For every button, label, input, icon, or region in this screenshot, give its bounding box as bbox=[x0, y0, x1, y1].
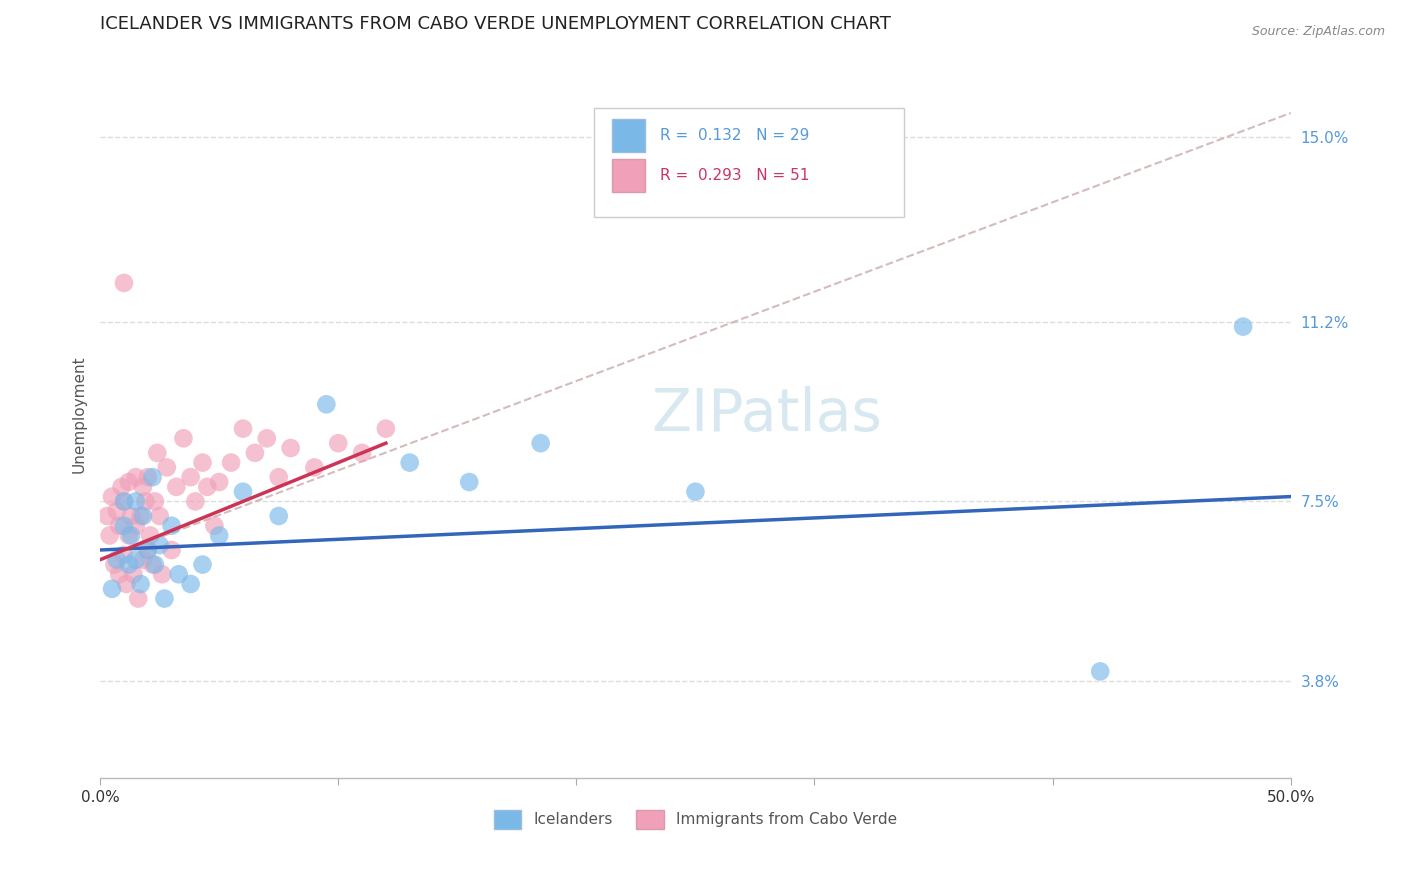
Point bbox=[219, 456, 242, 470]
Point bbox=[118, 475, 141, 489]
Point bbox=[208, 528, 231, 542]
Point bbox=[195, 480, 218, 494]
Text: Source: ZipAtlas.com: Source: ZipAtlas.com bbox=[1251, 25, 1385, 38]
Point bbox=[105, 504, 128, 518]
Point bbox=[146, 446, 169, 460]
Point bbox=[112, 548, 135, 562]
Point bbox=[304, 460, 326, 475]
Point bbox=[315, 397, 337, 411]
Point bbox=[150, 567, 173, 582]
Point bbox=[165, 480, 187, 494]
Point bbox=[374, 421, 396, 435]
Point bbox=[143, 558, 166, 572]
Point bbox=[167, 567, 190, 582]
Point bbox=[136, 543, 159, 558]
Point bbox=[112, 494, 135, 508]
Point bbox=[458, 475, 481, 489]
Legend: Icelanders, Immigrants from Cabo Verde: Icelanders, Immigrants from Cabo Verde bbox=[486, 802, 904, 836]
Point bbox=[125, 552, 148, 566]
Point bbox=[120, 508, 142, 523]
Point bbox=[243, 446, 266, 460]
Point bbox=[103, 558, 125, 572]
Point bbox=[139, 528, 162, 542]
Point bbox=[160, 518, 183, 533]
Point bbox=[129, 577, 152, 591]
Point bbox=[143, 494, 166, 508]
Point bbox=[180, 577, 202, 591]
Point bbox=[125, 494, 148, 508]
Point bbox=[160, 543, 183, 558]
Point bbox=[352, 446, 374, 460]
Point bbox=[232, 421, 254, 435]
Point bbox=[184, 494, 207, 508]
Point bbox=[256, 431, 278, 445]
Point bbox=[118, 528, 141, 542]
Point bbox=[204, 518, 226, 533]
Point bbox=[108, 567, 131, 582]
Point bbox=[191, 558, 214, 572]
Point bbox=[685, 484, 707, 499]
Point bbox=[180, 470, 202, 484]
Point bbox=[96, 508, 118, 523]
Point bbox=[136, 543, 159, 558]
Point bbox=[120, 528, 142, 542]
Point bbox=[101, 582, 124, 596]
Point bbox=[129, 508, 152, 523]
Point bbox=[208, 475, 231, 489]
Bar bbox=[612, 159, 645, 192]
Bar bbox=[595, 108, 904, 218]
Point bbox=[125, 518, 148, 533]
Point bbox=[127, 591, 149, 606]
Point bbox=[112, 494, 135, 508]
Point bbox=[132, 508, 155, 523]
Point bbox=[267, 508, 290, 523]
Y-axis label: Unemployment: Unemployment bbox=[72, 355, 86, 473]
Text: ICELANDER VS IMMIGRANTS FROM CABO VERDE UNEMPLOYMENT CORRELATION CHART: ICELANDER VS IMMIGRANTS FROM CABO VERDE … bbox=[100, 15, 891, 33]
Point bbox=[280, 441, 302, 455]
Point bbox=[156, 460, 179, 475]
Point bbox=[108, 518, 131, 533]
Point bbox=[134, 494, 156, 508]
Text: R =  0.132   N = 29: R = 0.132 N = 29 bbox=[659, 128, 808, 143]
Point bbox=[1090, 665, 1112, 679]
Point bbox=[105, 552, 128, 566]
Point bbox=[101, 490, 124, 504]
Point bbox=[149, 508, 172, 523]
Point bbox=[98, 528, 121, 542]
Point bbox=[118, 558, 141, 572]
Point bbox=[1232, 319, 1254, 334]
Point bbox=[153, 591, 176, 606]
Point bbox=[136, 470, 159, 484]
Point bbox=[112, 276, 135, 290]
Text: R =  0.293   N = 51: R = 0.293 N = 51 bbox=[659, 168, 808, 183]
Point bbox=[232, 484, 254, 499]
Point bbox=[132, 480, 155, 494]
Point bbox=[112, 518, 135, 533]
Point bbox=[115, 577, 138, 591]
Point bbox=[141, 558, 163, 572]
Point bbox=[530, 436, 553, 450]
Point bbox=[141, 470, 163, 484]
Point bbox=[132, 552, 155, 566]
Bar bbox=[612, 119, 645, 152]
Point bbox=[122, 567, 145, 582]
Point bbox=[172, 431, 194, 445]
Text: ZIPatlas: ZIPatlas bbox=[651, 385, 883, 442]
Point bbox=[110, 480, 132, 494]
Point bbox=[398, 456, 420, 470]
Point bbox=[191, 456, 214, 470]
Point bbox=[125, 470, 148, 484]
Point bbox=[149, 538, 172, 552]
Point bbox=[267, 470, 290, 484]
Point bbox=[328, 436, 350, 450]
